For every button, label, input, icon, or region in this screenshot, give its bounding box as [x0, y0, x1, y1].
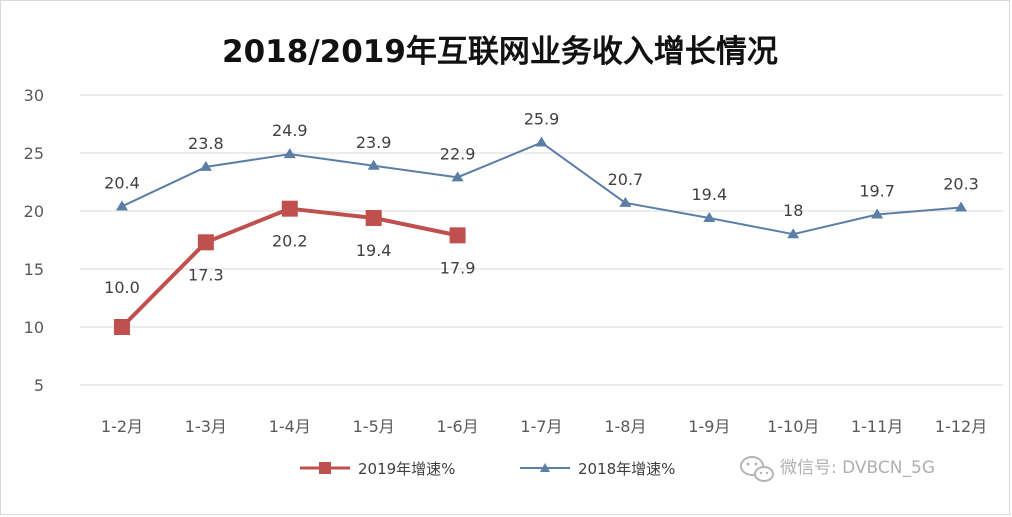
legend: 2019年增速% 2018年增速% [300, 460, 675, 478]
data-point [535, 136, 548, 147]
data-point [871, 208, 884, 219]
data-label: 20.4 [104, 173, 140, 192]
watermark: 微信号: DVBCN_5G [740, 456, 935, 482]
series-lines [113, 136, 968, 335]
data-label: 24.9 [272, 121, 308, 140]
data-label: 20.2 [272, 232, 308, 251]
series-line-0 [120, 206, 458, 329]
x-tick-label: 1-4月 [269, 417, 311, 436]
data-point [703, 211, 716, 222]
data-label: 10.0 [104, 278, 140, 297]
x-tick-label: 1-6月 [437, 417, 479, 436]
series-line-1 [121, 141, 962, 236]
data-label: 19.4 [692, 185, 728, 204]
legend-marker [319, 462, 331, 474]
y-tick-label: 10 [24, 318, 44, 337]
x-tick-label: 1-5月 [353, 417, 395, 436]
data-point [199, 160, 212, 171]
grid-lines [80, 94, 1003, 386]
x-tick-label: 1-11月 [851, 417, 903, 436]
wechat-icon [740, 456, 774, 482]
y-tick-label: 15 [24, 260, 44, 279]
data-label: 23.9 [356, 133, 392, 152]
data-point [197, 234, 214, 251]
y-tick-label: 25 [24, 144, 44, 163]
data-label: 17.9 [440, 258, 476, 277]
data-label: 19.4 [356, 241, 392, 260]
data-label: 18 [783, 201, 803, 220]
data-label: 22.9 [440, 144, 476, 163]
data-point [281, 200, 298, 217]
data-label: 19.7 [859, 181, 895, 200]
data-label: 20.3 [943, 175, 979, 194]
x-tick-label: 1-7月 [520, 417, 562, 436]
chart-title: 2018/2019年互联网业务收入增长情况 [222, 34, 778, 70]
x-tick-label: 1-2月 [101, 417, 143, 436]
watermark-text: 微信号: DVBCN_5G [780, 458, 935, 478]
data-point [619, 196, 632, 207]
data-label: 23.8 [188, 134, 224, 153]
data-point [451, 171, 464, 182]
data-point [115, 200, 128, 211]
data-point [283, 148, 296, 159]
data-label: 25.9 [524, 110, 560, 129]
x-tick-label: 1-10月 [767, 417, 819, 436]
data-point [449, 227, 466, 244]
data-label: 17.3 [188, 265, 224, 284]
data-point [787, 228, 800, 239]
data-label: 20.7 [608, 170, 644, 189]
x-tick-label: 1-12月 [935, 417, 987, 436]
x-tick-label: 1-3月 [185, 417, 227, 436]
legend-label: 2018年增速% [578, 460, 675, 478]
y-tick-label: 30 [24, 86, 44, 105]
x-tick-label: 1-9月 [688, 417, 730, 436]
y-tick-label: 20 [24, 202, 44, 221]
x-tick-label: 1-8月 [604, 417, 646, 436]
y-axis-ticks: 30 25 20 15 10 5 [24, 86, 44, 395]
legend-marker [540, 463, 550, 472]
data-point [113, 319, 130, 335]
x-axis-ticks: 1-2月 1-3月 1-4月 1-5月 1-6月 1-7月 1-8月 1-9月 1-10月 1-1… [101, 417, 987, 436]
data-point [365, 209, 382, 226]
data-point [955, 201, 968, 212]
data-point [367, 159, 380, 170]
data-labels: 20.4 23.8 24.9 23.9 22.9 25.9 20.7 19.4 18 19.7 20… [104, 110, 979, 297]
y-tick-label: 5 [34, 376, 44, 395]
legend-label: 2019年增速% [358, 460, 455, 478]
